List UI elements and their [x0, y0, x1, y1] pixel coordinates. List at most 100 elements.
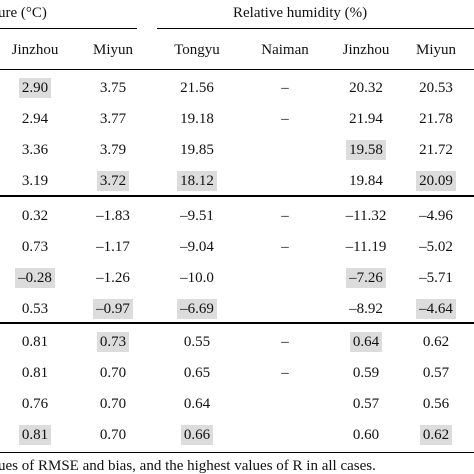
table-cell-miyun-temp: 0.70	[73, 389, 153, 419]
table-cell-tongyu-rh: 0.55	[157, 327, 237, 357]
table-cell-miyun-temp: 0.70	[73, 358, 153, 388]
cell-value: 3.19	[21, 173, 49, 189]
cell-value: 0.73	[21, 239, 49, 255]
cell-value: 0.65	[183, 365, 211, 381]
table-row: 3.36 3.79 19.85 19.58 21.72	[0, 135, 474, 165]
table-cell-jinzhou-temp: 3.36	[0, 135, 75, 165]
table-cell-jinzhou-temp: –0.28	[0, 263, 75, 293]
table-cell-miyun-rh: –5.71	[396, 263, 474, 293]
cell-value: 20.53	[419, 80, 453, 96]
cell-value: 19.84	[349, 173, 383, 189]
cell-value: –10.0	[180, 270, 214, 286]
table-cell-naiman-rh	[245, 135, 325, 165]
column-header-jinzhou-rh: Jinzhou	[342, 42, 390, 58]
table-cell-miyun-rh: 21.72	[396, 135, 474, 165]
table-cell-miyun-temp: –0.97	[73, 294, 153, 324]
cell-value: 0.62	[422, 334, 450, 350]
table-row: 2.94 3.77 19.18 – 21.94 21.78	[0, 104, 474, 134]
table-cell-miyun-rh: 0.57	[396, 358, 474, 388]
table-cell-miyun-rh: 21.78	[396, 104, 474, 134]
cell-value: 0.81	[18, 425, 52, 445]
table-cell-jinzhou-rh: 0.59	[326, 358, 406, 388]
table-cell-jinzhou-temp: 2.90	[0, 73, 75, 103]
cell-value: –0.97	[93, 299, 133, 319]
cell-value: 21.56	[180, 80, 214, 96]
cell-value: –0.28	[15, 268, 55, 288]
cell-value: 0.62	[419, 425, 453, 445]
cell-value: –	[281, 111, 289, 127]
cell-value: –11.32	[345, 208, 387, 224]
table-cell-jinzhou-temp: 3.19	[0, 166, 75, 196]
table-cell-jinzhou-rh: 19.84	[326, 166, 406, 196]
table-cell-jinzhou-rh: 21.94	[326, 104, 406, 134]
cell-value: –	[281, 334, 289, 350]
table-bottom-rule	[0, 452, 474, 453]
cell-value: 19.85	[180, 142, 214, 158]
cell-value: 0.53	[21, 301, 49, 317]
table-cell-jinzhou-rh: –11.32	[326, 201, 406, 231]
table-cell-miyun-temp: 3.77	[73, 104, 153, 134]
table-cell-miyun-rh: 0.62	[396, 327, 474, 357]
table-cell-jinzhou-temp: 0.73	[0, 232, 75, 262]
table-cell-naiman-rh	[245, 263, 325, 293]
cell-value: –1.83	[96, 208, 130, 224]
cell-value: –4.96	[419, 208, 453, 224]
table-cell-tongyu-rh: 0.64	[157, 389, 237, 419]
column-header-tongyu-rh: Tongyu	[174, 42, 220, 58]
cell-value: –4.64	[416, 299, 456, 319]
table-cell-tongyu-rh: –10.0	[157, 263, 237, 293]
table-cell-tongyu-rh: 21.56	[157, 73, 237, 103]
table-cell-naiman-rh	[245, 420, 325, 450]
table-row: –0.28 –1.26 –10.0 –7.26 –5.71	[0, 263, 474, 293]
cell-value: 20.32	[349, 80, 383, 96]
table-cell-miyun-rh: 0.56	[396, 389, 474, 419]
cell-value: 0.81	[21, 334, 49, 350]
table-cell-jinzhou-rh: 19.58	[326, 135, 406, 165]
table-cell-tongyu-rh: 0.66	[157, 420, 237, 450]
column-header-miyun-rh: Miyun	[415, 42, 456, 58]
table-cell-miyun-rh: –4.64	[396, 294, 474, 324]
cell-value: 21.94	[349, 111, 383, 127]
table-cell-miyun-rh: –5.02	[396, 232, 474, 262]
table-cell-tongyu-rh: –9.51	[157, 201, 237, 231]
temperature-group-header: ure (°C)	[0, 5, 47, 21]
cell-value: 0.32	[21, 208, 49, 224]
cell-value: –5.02	[419, 239, 453, 255]
cell-value: 0.64	[183, 396, 211, 412]
table-cell-miyun-rh: 0.62	[396, 420, 474, 450]
humidity-group-rule	[157, 28, 474, 29]
table-cell-naiman-rh: –	[245, 104, 325, 134]
humidity-group-header: Relative humidity (%)	[233, 5, 368, 21]
cell-value: 0.81	[21, 365, 49, 381]
cell-value: –6.69	[177, 299, 217, 319]
table-row: 0.81 0.73 0.55 – 0.64 0.62	[0, 327, 474, 357]
cell-value: –	[281, 208, 289, 224]
table-row: 3.19 3.72 18.12 19.84 20.09	[0, 166, 474, 196]
table-cell-tongyu-rh: 18.12	[157, 166, 237, 196]
table-caption-footnote: ues of RMSE and bias, and the highest va…	[0, 458, 376, 474]
table-row: 0.32 –1.83 –9.51 – –11.32 –4.96	[0, 201, 474, 231]
table-cell-jinzhou-rh: 0.64	[326, 327, 406, 357]
table-cell-jinzhou-temp: 0.81	[0, 420, 75, 450]
table-cell-miyun-rh: 20.09	[396, 166, 474, 196]
table-cell-naiman-rh: –	[245, 201, 325, 231]
table-row: 0.81 0.70 0.66 0.60 0.62	[0, 420, 474, 450]
section-rule-bias	[0, 195, 474, 197]
table-cell-naiman-rh	[245, 294, 325, 324]
column-header-miyun-temp: Miyun	[92, 42, 133, 58]
cell-value: 3.75	[99, 80, 127, 96]
cell-value: 0.56	[422, 396, 450, 412]
cell-value: 0.55	[183, 334, 211, 350]
table-cell-tongyu-rh: –6.69	[157, 294, 237, 324]
table-cell-miyun-rh: 20.53	[396, 73, 474, 103]
cell-value: 3.36	[21, 142, 49, 158]
table-cell-jinzhou-temp: 0.53	[0, 294, 75, 324]
cell-value: –9.04	[180, 239, 214, 255]
table-cell-jinzhou-temp: 0.76	[0, 389, 75, 419]
table-cell-tongyu-rh: 19.85	[157, 135, 237, 165]
table-cell-miyun-temp: –1.83	[73, 201, 153, 231]
cell-value: 0.73	[96, 332, 130, 352]
cell-value: –	[281, 365, 289, 381]
section-rule-r	[0, 322, 474, 324]
